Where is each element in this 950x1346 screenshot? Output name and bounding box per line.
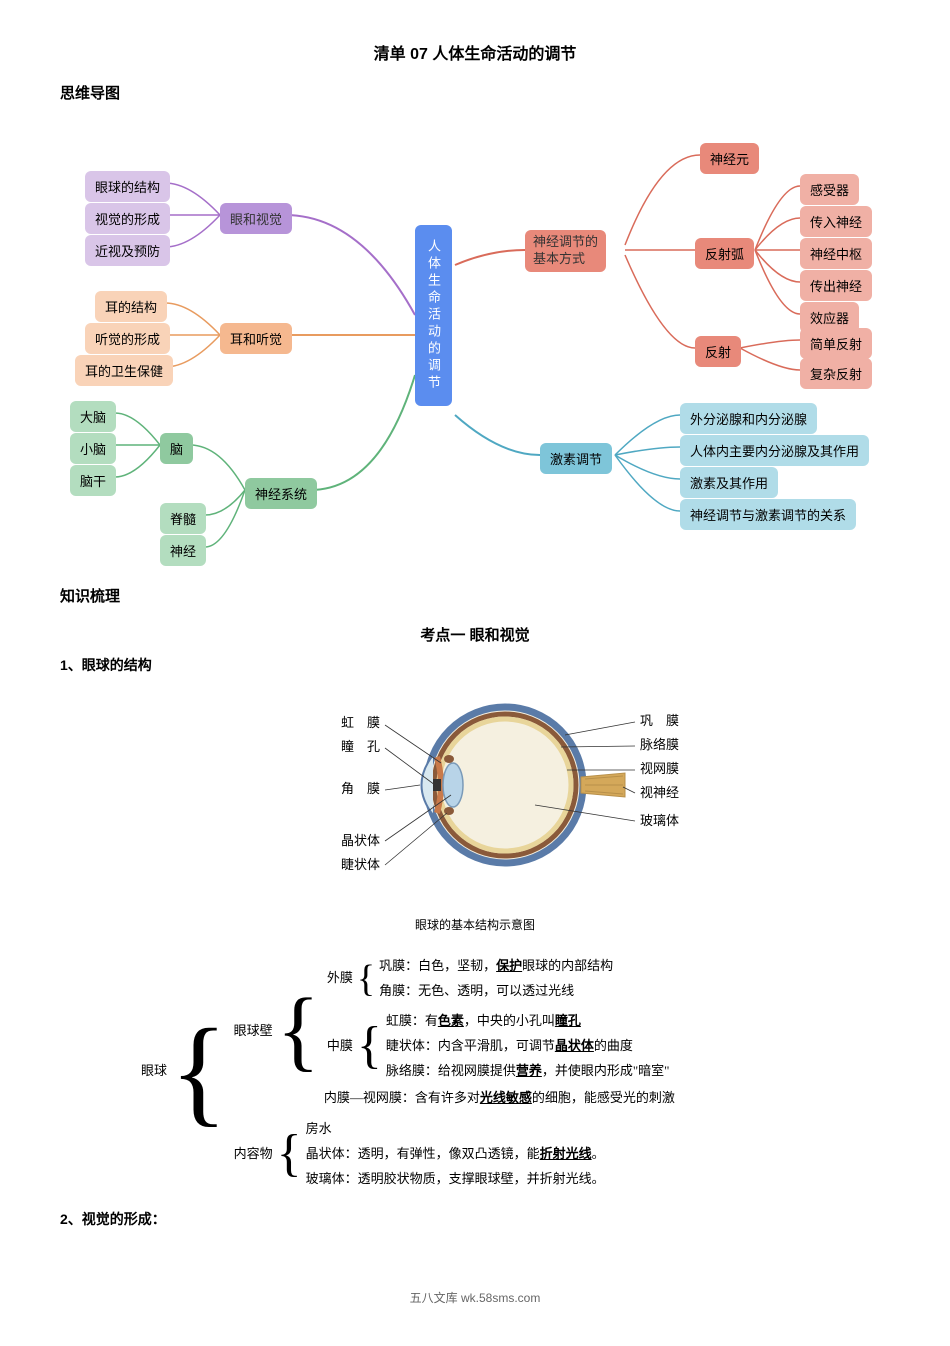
lbl-pupil: 瞳 孔 (341, 739, 380, 754)
heading-2: 2、视觉的形成： (60, 1209, 890, 1229)
leaf-arc-3: 传出神经 (800, 270, 872, 301)
leaf-arc-0: 感受器 (800, 174, 859, 205)
lbl-retina: 视网膜 (640, 761, 679, 776)
mindmap: 人体生命活动的调节 眼和视觉 眼球的结构 视觉的形成 近视及预防 耳和听觉 耳的… (60, 115, 880, 575)
leaf-ear-0: 耳的结构 (95, 291, 167, 322)
leaf-hormone-0: 外分泌腺和内分泌腺 (680, 403, 817, 434)
lbl-lens: 晶状体 (341, 833, 380, 848)
leaf-eye-0: 眼球的结构 (85, 171, 170, 202)
branch-hormone: 激素调节 (540, 443, 612, 474)
leaf-hormone-2: 激素及其作用 (680, 467, 778, 498)
leaf-reflex-0: 简单反射 (800, 328, 872, 359)
branch-eye: 眼和视觉 (220, 203, 292, 234)
eye-outline: 眼球 { 眼球壁 { 外膜 { 巩膜：白色，坚韧，保护眼球的内部结构 角膜：无色… (140, 947, 890, 1195)
leaf-reflex-1: 复杂反射 (800, 358, 872, 389)
page-title: 清单 07 人体生命活动的调节 (60, 40, 890, 64)
lbl-cornea: 角 膜 (341, 781, 380, 796)
leaf-brain-1: 小脑 (70, 433, 116, 464)
center-node: 人体生命活动的调节 (415, 225, 452, 406)
branch-neural-reg: 神经调节的基本方式 (525, 230, 606, 272)
branch-nervous: 神经系统 (245, 478, 317, 509)
leaf-brain-0: 大脑 (70, 401, 116, 432)
section-knowledge: 知识梳理 (60, 585, 890, 606)
leaf-nervous-1: 神经 (160, 535, 206, 566)
sub-arc: 反射弧 (695, 238, 754, 269)
leaf-ear-1: 听觉的形成 (85, 323, 170, 354)
eye-svg: 虹 膜 瞳 孔 角 膜 晶状体 睫状体 巩 膜 脉络膜 视网膜 视神经 玻璃体 (245, 685, 705, 905)
lbl-nerve: 视神经 (640, 785, 679, 800)
branch-ear: 耳和听觉 (220, 323, 292, 354)
footer: 五八文库 wk.58sms.com (60, 1289, 890, 1306)
heading-1: 1、眼球的结构 (60, 655, 890, 675)
lbl-ciliary: 睫状体 (341, 857, 380, 872)
outline-root: 眼球 (141, 1063, 167, 1078)
leaf-brain-2: 脑干 (70, 465, 116, 496)
leaf-hormone-3: 神经调节与激素调节的关系 (680, 499, 856, 530)
lbl-sclera: 巩 膜 (640, 713, 679, 728)
eye-diagram: 虹 膜 瞳 孔 角 膜 晶状体 睫状体 巩 膜 脉络膜 视网膜 视神经 玻璃体 … (60, 685, 890, 933)
sub-brain: 脑 (160, 433, 193, 464)
leaf-nervous-0: 脊髓 (160, 503, 206, 534)
leaf-arc-1: 传入神经 (800, 206, 872, 237)
section-mindmap: 思维导图 (60, 82, 890, 103)
leaf-hormone-1: 人体内主要内分泌腺及其作用 (680, 435, 869, 466)
lbl-choroid: 脉络膜 (640, 737, 679, 752)
outline-mid: 中膜 (327, 1038, 353, 1053)
leaf-neuron: 神经元 (700, 143, 759, 174)
outline-outer: 外膜 (327, 970, 353, 985)
subtitle-eye: 考点一 眼和视觉 (60, 624, 890, 645)
outline-wall: 眼球壁 (234, 1023, 273, 1038)
eye-caption: 眼球的基本结构示意图 (60, 916, 890, 933)
leaf-eye-2: 近视及预防 (85, 235, 170, 266)
lbl-vitreous: 玻璃体 (640, 813, 679, 828)
leaf-ear-2: 耳的卫生保健 (75, 355, 173, 386)
sub-reflex: 反射 (695, 336, 741, 367)
lbl-iris: 虹 膜 (341, 715, 380, 730)
outline-content: 内容物 (234, 1146, 273, 1161)
leaf-arc-2: 神经中枢 (800, 238, 872, 269)
leaf-eye-1: 视觉的形成 (85, 203, 170, 234)
